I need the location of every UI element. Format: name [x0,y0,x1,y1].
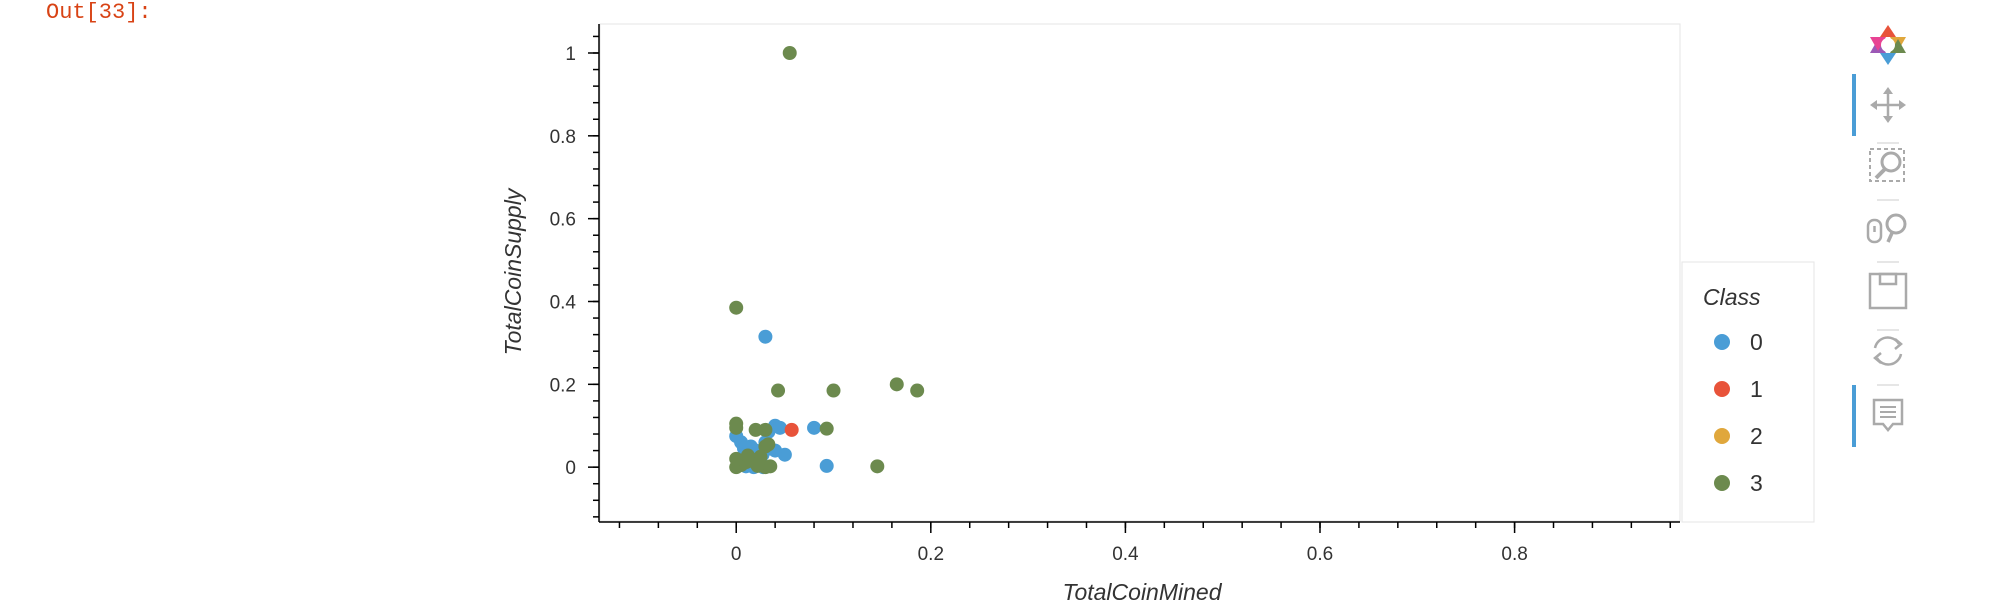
x-tick-label: 0.8 [1501,544,1527,565]
x-axis-label: TotalCoinMined [1063,579,1223,605]
y-tick-label: 1 [565,44,576,65]
scatter-point-class-3[interactable] [870,459,885,474]
y-tick-label: 0.6 [550,210,576,231]
legend-label-1[interactable]: 1 [1750,376,1763,402]
scatter-point-class-1[interactable] [784,422,799,437]
legend-label-0[interactable]: 0 [1750,329,1763,355]
plot-area[interactable] [599,23,1681,522]
toolbar [1852,25,1908,447]
wheel-zoom-icon[interactable] [1866,213,1907,244]
reset-icon[interactable] [1873,336,1903,366]
pan-active-indicator [1852,74,1856,136]
scatter-point-class-3[interactable] [889,377,904,392]
scatter-point-class-0[interactable] [807,420,822,435]
scatter-point-class-3[interactable] [729,451,744,466]
legend-label-2[interactable]: 2 [1750,423,1763,449]
legend-marker-0 [1714,334,1730,350]
x-tick-label: 0.6 [1307,544,1333,565]
pan-icon[interactable] [1870,87,1906,123]
scatter-point-class-3[interactable] [729,420,744,435]
x-axis-ticks: 0 0.2 0.4 0.6 0.8 [618,522,1672,565]
legend-label-3[interactable]: 3 [1750,470,1763,496]
scatter-point-class-3[interactable] [819,421,834,436]
scatter-point-class-3[interactable] [910,383,925,398]
legend-items: 0 1 2 3 [1714,329,1763,496]
x-tick-label: 0 [731,544,742,565]
y-tick-label: 0.8 [550,127,576,148]
x-tick-label: 0.2 [918,544,944,565]
hover-icon[interactable] [1872,398,1904,432]
x-tick-label: 0.4 [1112,544,1139,565]
y-tick-label: 0.4 [550,292,577,313]
y-tick-label: 0 [565,458,576,479]
legend-marker-2 [1714,428,1730,444]
scatter-point-class-3[interactable] [729,300,744,315]
output-prompt: Out[33]: [46,0,152,25]
legend-marker-1 [1714,381,1730,397]
hover-active-indicator [1852,385,1856,447]
legend-marker-3 [1714,475,1730,491]
scatter-point-class-3[interactable] [761,437,776,452]
y-axis-ticks: 0 0.2 0.4 0.6 0.8 1 [550,35,599,518]
legend-box [1681,261,1815,523]
scatter-point-class-3[interactable] [748,422,763,437]
scatter-point-class-0[interactable] [819,458,834,473]
scatter-point-class-3[interactable] [763,459,778,474]
save-icon[interactable] [1868,272,1908,310]
bokeh-logo-icon[interactable] [1870,25,1906,65]
scatter-point-class-3[interactable] [750,458,765,473]
scatter-point-class-3[interactable] [758,422,773,437]
legend-title: Class [1703,284,1761,310]
y-axis-label: TotalCoinSupply [500,187,526,355]
scatter-point-class-0[interactable] [758,329,773,344]
scatter-point-class-3[interactable] [826,383,841,398]
scatter-point-class-0[interactable] [773,420,787,435]
scatter-point-class-3[interactable] [740,448,755,463]
scatter-point-class-3[interactable] [782,45,797,60]
y-tick-label: 0.2 [550,375,576,396]
box-zoom-icon[interactable] [1869,148,1905,182]
scatter-point-class-3[interactable] [771,383,786,398]
scatter-points [729,45,925,475]
